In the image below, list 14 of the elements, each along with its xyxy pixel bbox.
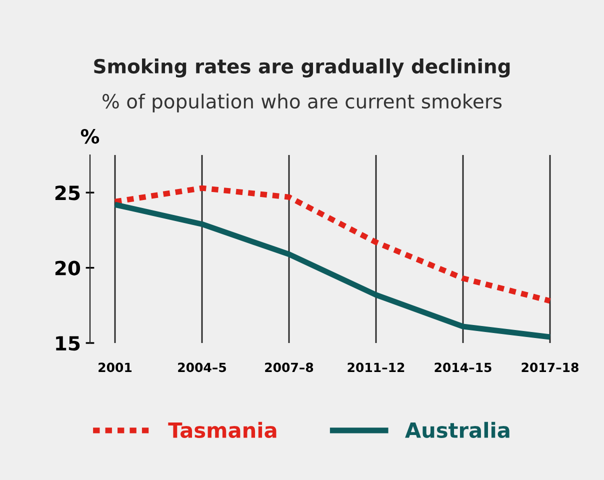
x-tick-label: 2011–12	[348, 362, 404, 372]
x-tick-label: 2004–5	[178, 362, 226, 372]
x-tick-label: 2001	[98, 362, 132, 372]
y-tick-label: 15	[56, 336, 80, 351]
legend-label: Australia	[405, 422, 510, 438]
chart-subtitle: % of population who are current smokers	[102, 94, 502, 112]
x-tick-label: 2014–15	[434, 362, 492, 372]
x-tick-label: 2017–18	[522, 362, 578, 372]
y-tick-label: 25	[55, 186, 80, 200]
legend-label: Tasmania	[168, 422, 276, 438]
x-tick-label: 2007–8	[265, 362, 314, 372]
chart-title: Smoking rates are gradually declining	[94, 58, 510, 78]
y-tick-label: 20	[55, 260, 80, 276]
y-axis-title: %	[80, 129, 100, 144]
